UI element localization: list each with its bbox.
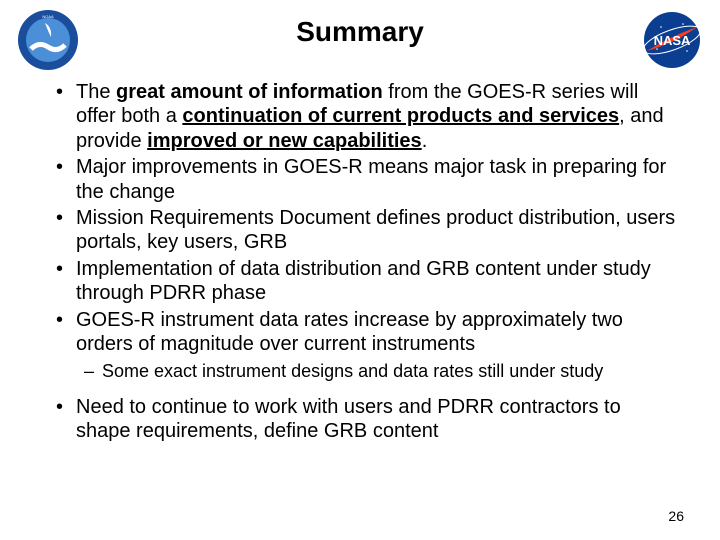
bullet-text-segment: . — [422, 130, 428, 152]
slide-header: NOAA Summary NASA — [0, 0, 720, 72]
bullet-item: The great amount of information from the… — [56, 80, 680, 153]
sub-bullet-list: Some exact instrument designs and data r… — [56, 360, 680, 383]
bullet-text-segment: improved or new capabilities — [147, 130, 422, 152]
bullet-text-segment: The — [76, 81, 116, 103]
nasa-logo: NASA — [640, 8, 704, 72]
bullet-text-segment: Mission Requirements Document defines pr… — [76, 207, 675, 253]
bullet-item: GOES-R instrument data rates increase by… — [56, 308, 680, 357]
bullet-text-segment: great amount of information — [116, 81, 383, 103]
page-number: 26 — [668, 508, 684, 524]
sub-bullet-item: Some exact instrument designs and data r… — [84, 360, 680, 383]
bullet-item: Major improvements in GOES-R means major… — [56, 155, 680, 204]
bullet-item: Need to continue to work with users and … — [56, 395, 680, 444]
bullet-list: The great amount of information from the… — [40, 80, 680, 444]
bullet-text-segment: GOES-R instrument data rates increase by… — [76, 309, 623, 355]
noaa-logo: NOAA — [16, 8, 80, 72]
bullet-item: Implementation of data distribution and … — [56, 257, 680, 306]
bullet-text-segment: Implementation of data distribution and … — [76, 258, 651, 304]
svg-text:NASA: NASA — [654, 33, 691, 48]
bullet-item: Mission Requirements Document defines pr… — [56, 206, 680, 255]
svg-text:NOAA: NOAA — [42, 14, 54, 19]
slide-content: The great amount of information from the… — [0, 72, 720, 444]
bullet-text-segment: Major improvements in GOES-R means major… — [76, 156, 666, 202]
bullet-text-segment: continuation of current products and ser… — [182, 105, 619, 127]
slide-title: Summary — [80, 8, 640, 48]
bullet-text-segment: Need to continue to work with users and … — [76, 396, 621, 442]
